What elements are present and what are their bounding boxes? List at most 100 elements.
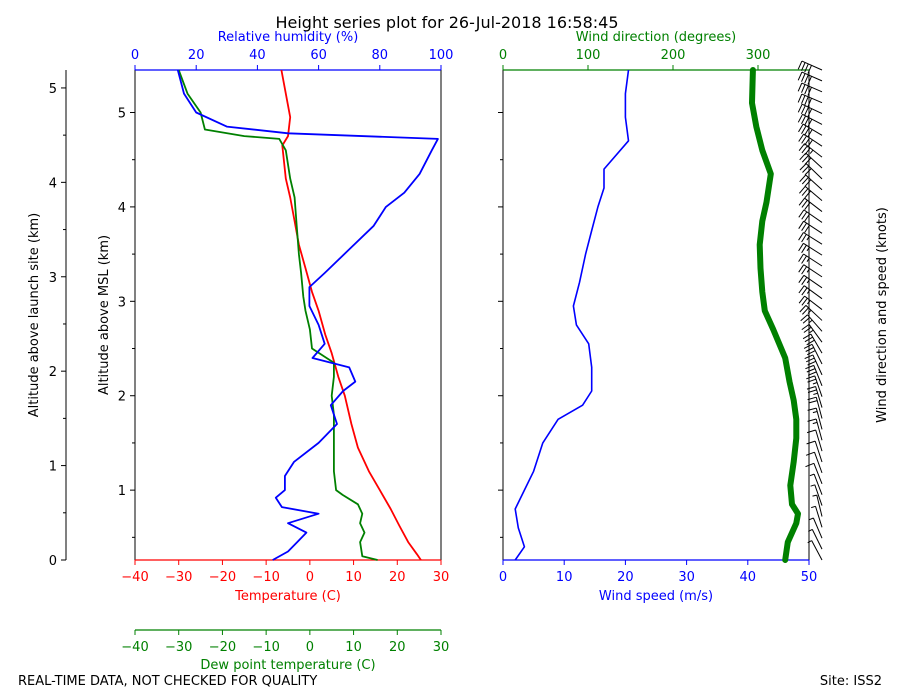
wind-barb-feather <box>804 137 811 146</box>
wind-barb-feather <box>807 98 812 107</box>
wind-barb-half-feather <box>807 309 812 314</box>
wind-barb-feather <box>801 297 808 306</box>
temperature-tick-label: 20 <box>389 570 406 585</box>
wind-barb-feather <box>797 82 803 92</box>
wind-barb-shaft <box>803 274 823 289</box>
wind-barb-half-feather <box>813 392 818 395</box>
wind-barb-feather <box>803 326 812 333</box>
msl-altitude-tick-label: 5 <box>118 106 126 121</box>
wind-barb-feather <box>801 145 808 154</box>
wind-barb-feather <box>807 87 812 96</box>
wind-barb-shaft <box>815 506 823 528</box>
wind-barb-feather <box>807 65 812 74</box>
outer-altitude-tick-label: 1 <box>49 460 57 475</box>
wind-direction-tick-label: 0 <box>499 48 507 63</box>
wind-barb-feather <box>799 174 807 183</box>
wind-barb-shaft <box>812 517 823 539</box>
wind-barb-feather <box>801 115 807 125</box>
wind-speed-tick-label: 20 <box>617 570 634 585</box>
wind-barb-feather <box>800 105 806 115</box>
wind-barb-half-feather <box>808 319 813 324</box>
wind-barb-feather <box>804 213 811 222</box>
wind-barb-feather <box>805 347 814 352</box>
wind-barb-feather <box>801 287 808 296</box>
wind-barb-feather <box>805 462 815 468</box>
wind-barb-feather <box>804 117 810 126</box>
wind-barb-feather <box>801 266 808 275</box>
wind-barb-half-feather <box>812 382 818 385</box>
wind-barb-feather <box>804 74 809 84</box>
outer-altitude-label: Altitude above launch site (km) <box>27 213 42 417</box>
wind-barb-feather <box>806 368 816 373</box>
wind-barb-feather <box>801 62 806 71</box>
outer-altitude-tick-label: 2 <box>49 365 57 380</box>
wind-barb-feather <box>804 127 810 136</box>
wind-barb-feather <box>801 199 808 208</box>
temperature-tick-label: −40 <box>121 570 148 585</box>
wind-barb-feather <box>807 407 817 411</box>
wind-barb-shaft <box>815 397 823 419</box>
wind-barb-feather <box>798 143 805 152</box>
wind-barb-feather <box>798 285 805 294</box>
wind-barb-feather <box>798 264 805 273</box>
wind-barb-feather <box>801 244 807 254</box>
wind-barb-feather <box>798 123 804 133</box>
temperature-tick-label: −10 <box>252 570 279 585</box>
wind-barb-half-feather <box>812 421 818 425</box>
wind-barb-shaft <box>815 386 823 408</box>
wind-barb-feather <box>797 93 803 103</box>
wind-barb-half-feather <box>806 279 811 284</box>
dewpoint-tick-label: 30 <box>433 640 450 655</box>
wind-barb-half-feather <box>807 540 812 544</box>
wind-barb-feather <box>798 220 805 229</box>
wind-barb-feather <box>801 135 808 144</box>
wind-barb-half-feather <box>806 236 810 241</box>
wind-barb-feather <box>797 114 803 123</box>
wind-barb-shaft <box>811 344 823 365</box>
wind-barb-feather <box>807 371 817 376</box>
dewpoint-tick-label: −30 <box>165 640 192 655</box>
wind-speed-tick-label: 0 <box>499 570 507 585</box>
quality-disclaimer: REAL-TIME DATA, NOT CHECKED FOR QUALITY <box>18 674 318 689</box>
wind-barb-feather <box>804 85 809 95</box>
wind-barb-shaft <box>805 174 823 191</box>
wind-barb-feather <box>799 305 807 313</box>
wind-barb-feather <box>801 177 809 185</box>
wind-barb-feather <box>801 255 807 264</box>
wind-barb-feather <box>797 71 803 81</box>
wind-barb-feather <box>805 357 815 363</box>
wind-barb-shaft <box>803 253 823 267</box>
wind-barb-feather <box>804 336 813 343</box>
wind-barb-feather <box>806 339 815 346</box>
msl-altitude-label: Altitude above MSL (km) <box>97 235 112 395</box>
wind-barb-feather <box>808 400 818 404</box>
wind-barb-feather <box>804 168 812 176</box>
wind-barb-shaft <box>803 232 823 245</box>
wind-barb-shaft <box>815 407 823 430</box>
wind-barb-feather <box>802 317 811 324</box>
dewpoint-tick-label: 0 <box>306 640 314 655</box>
wind-barb-shaft <box>804 186 823 202</box>
wind-direction-tick-label: 200 <box>661 48 686 63</box>
wind-barb-feather <box>806 350 816 356</box>
wind-speed-tick-label: 30 <box>678 570 695 585</box>
wind-barb-feather <box>807 129 813 138</box>
wind-barb-feather <box>806 386 816 390</box>
wind-barb-feather <box>807 76 812 85</box>
wind-barb-feather <box>807 418 817 422</box>
humidity-tick-label: 80 <box>372 48 389 63</box>
wind-barb-half-feather <box>807 300 811 305</box>
wind-barb-feather <box>800 314 808 322</box>
wind-speed-series-line <box>514 69 630 561</box>
dewpoint-tick-label: 10 <box>345 640 362 655</box>
thermo-panel: 0 1 2 3 4 5 Altitude above launch site (km) 1 2 3… <box>27 30 453 673</box>
wind-barb-label: Wind direction and speed (knots) <box>875 207 890 423</box>
wind-barb-feather <box>802 307 809 315</box>
temperature-series-line <box>280 69 422 561</box>
wind-barb-feather <box>804 202 811 210</box>
humidity-tick-label: 40 <box>249 48 266 63</box>
wind-barb-half-feather <box>809 149 814 154</box>
msl-altitude-tick-label: 4 <box>118 201 126 216</box>
wind-barb-feather <box>807 389 817 393</box>
thermo-plot-frame <box>134 69 442 561</box>
